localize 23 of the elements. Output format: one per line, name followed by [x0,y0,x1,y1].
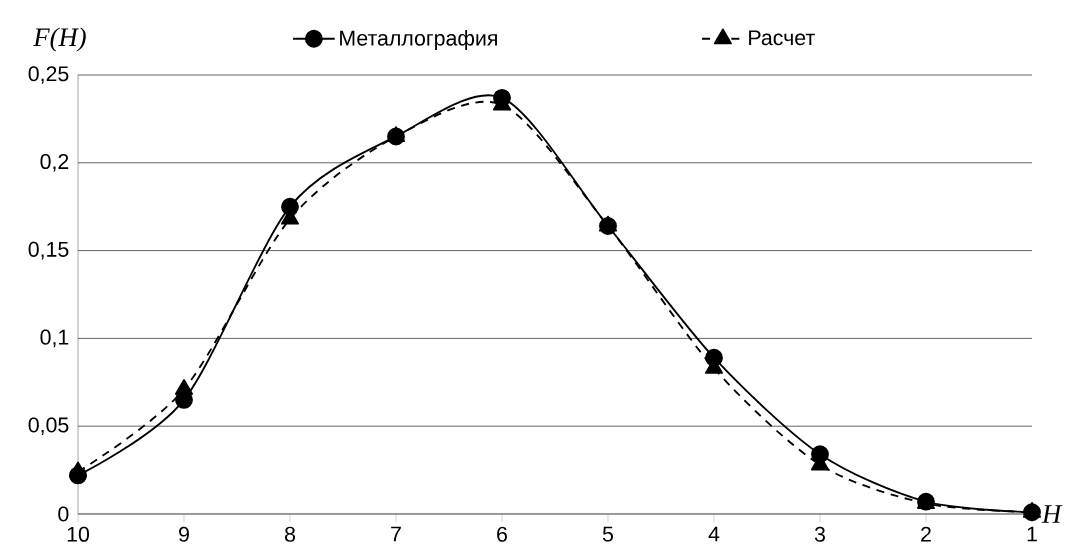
point [174,379,194,395]
point [68,461,88,478]
y-tick-label: 0,2 [40,153,69,172]
legend-label: Металлография [340,29,497,50]
x-tick-label: 5 [602,526,614,542]
x-tick-label: 9 [179,526,189,542]
x-tick-label: 4 [708,526,720,542]
x-tick-label: 2 [921,526,931,542]
y-tick-label: 0,1 [40,329,69,348]
x-tick-label: 10 [67,526,90,542]
y-tick-label: 0,25 [28,66,69,84]
x-tick-label: 1 [1027,526,1037,542]
y-tick-label: 0,05 [28,417,69,435]
y-tick-label: 0,15 [28,241,69,260]
x-axis-title: H [1041,505,1063,523]
point [1022,501,1042,518]
x-tick-label: 8 [284,526,295,542]
y-tick-label: 0 [58,506,69,522]
y-axis-title: F(H) [33,27,86,52]
legend-label: Расчет [749,30,815,46]
x-tick-label: 3 [814,526,825,542]
x-tick-label: 7 [391,526,401,542]
x-tick-label: 6 [497,526,507,542]
